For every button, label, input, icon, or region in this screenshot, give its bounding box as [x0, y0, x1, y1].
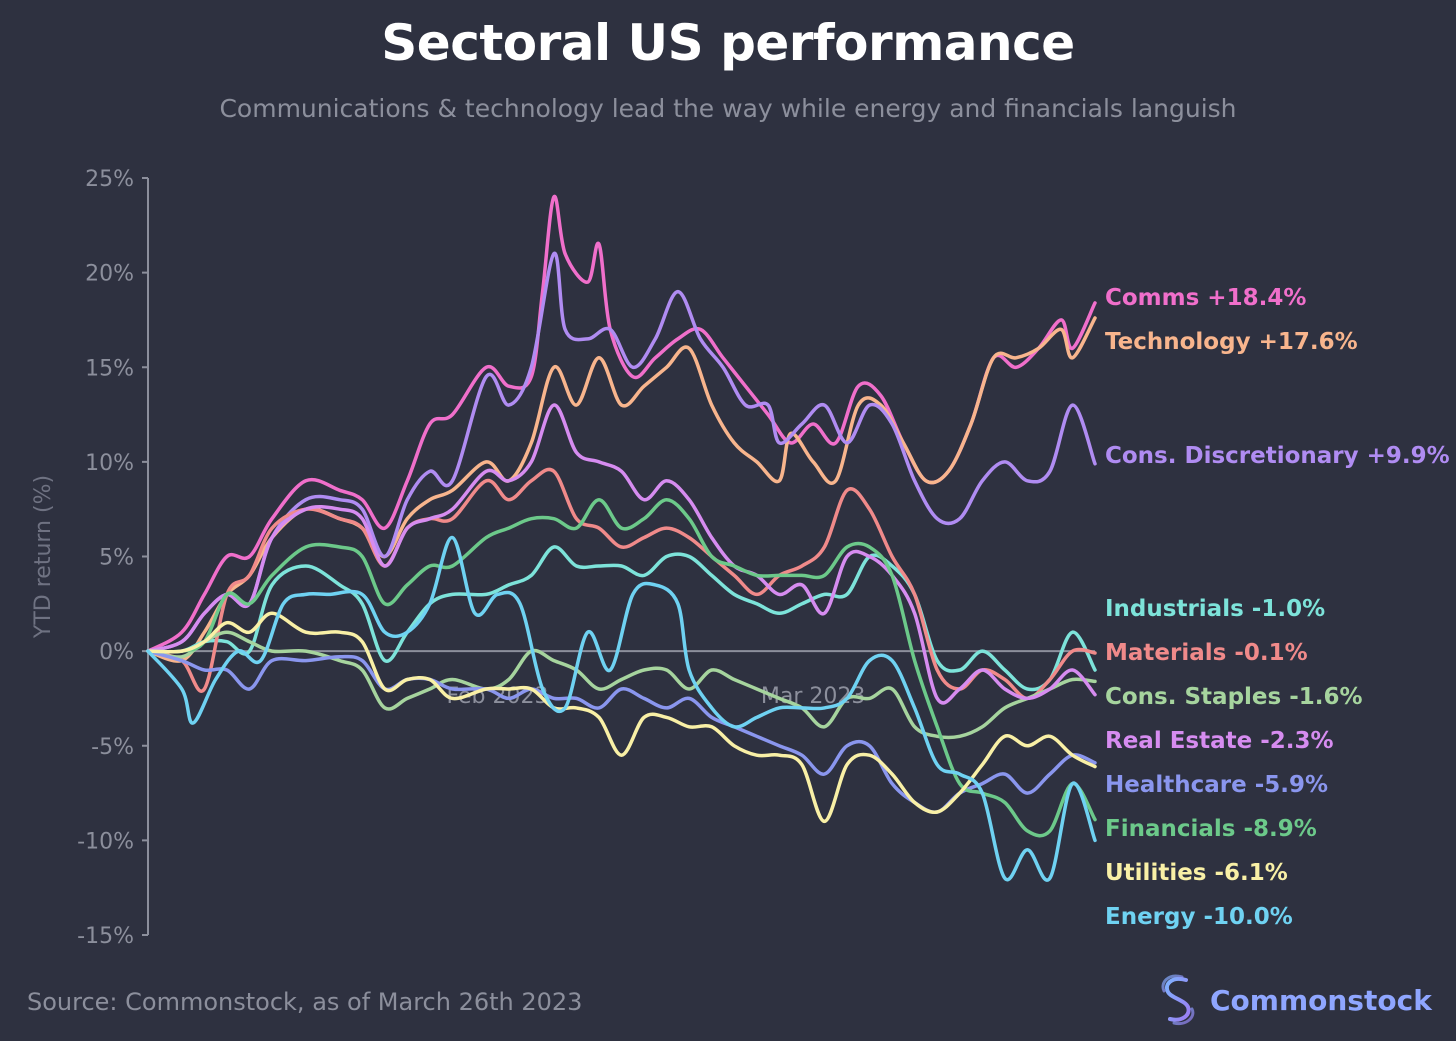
y-tick-label: 0% [99, 640, 134, 665]
y-tick-label: 5% [99, 546, 134, 571]
series-line-energy [146, 535, 1097, 882]
series-line-cons-discretionary [146, 251, 1097, 653]
series-line-comms [146, 194, 1097, 653]
series-line-cons-staples [146, 630, 1097, 740]
axis-layer: 25%20%15%10%5%0%-5%-10%-15%Feb 2023 Mar 2… [31, 167, 1095, 949]
source-note: Source: Commonstock, as of March 26th 20… [27, 988, 583, 1016]
series-line-utilities [146, 611, 1097, 824]
series-line-technology [146, 316, 1097, 663]
series-line-industrials [146, 545, 1097, 692]
series-label-cons-staples: Cons. Staples -1.6% [1105, 684, 1363, 710]
series-label-materials: Materials -0.1% [1105, 640, 1308, 666]
y-axis-title: YTD return (%) [31, 475, 56, 639]
series-label-energy: Energy -10.0% [1105, 904, 1293, 930]
y-tick-label: -15% [77, 924, 134, 949]
y-tick-label: 25% [85, 167, 134, 192]
brand-name: Commonstock [1210, 983, 1432, 1017]
y-tick-label: 20% [85, 262, 134, 287]
series-layer [146, 194, 1097, 882]
y-tick-label: -5% [91, 735, 134, 760]
series-label-healthcare: Healthcare -5.9% [1105, 772, 1328, 798]
series-line-healthcare [146, 649, 1097, 814]
chart-subtitle: Communications & technology lead the way… [219, 94, 1237, 123]
series-label-real-estate: Real Estate -2.3% [1105, 728, 1334, 754]
commonstock-logo-icon [1161, 974, 1195, 1026]
y-tick-label: -10% [77, 829, 134, 854]
series-label-technology: Technology +17.6% [1105, 329, 1358, 355]
label-layer: Comms +18.4% Technology +17.6% Cons. Discr… [1105, 285, 1450, 930]
brand: Commonstock [1158, 972, 1432, 1028]
y-tick-label: 15% [85, 356, 134, 381]
chart-title: Sectoral US performance [381, 14, 1075, 72]
series-label-utilities: Utilities -6.1% [1105, 860, 1288, 886]
series-label-comms: Comms +18.4% [1105, 285, 1306, 311]
series-label-financials: Financials -8.9% [1105, 816, 1317, 842]
y-tick-label: 10% [85, 451, 134, 476]
series-label-cons-discretionary: Cons. Discretionary +9.9% [1105, 443, 1450, 469]
series-line-real-estate [146, 403, 1097, 705]
series-line-financials [146, 497, 1097, 838]
series-line-materials [146, 467, 1097, 701]
series-label-industrials: Industrials -1.0% [1105, 596, 1325, 622]
